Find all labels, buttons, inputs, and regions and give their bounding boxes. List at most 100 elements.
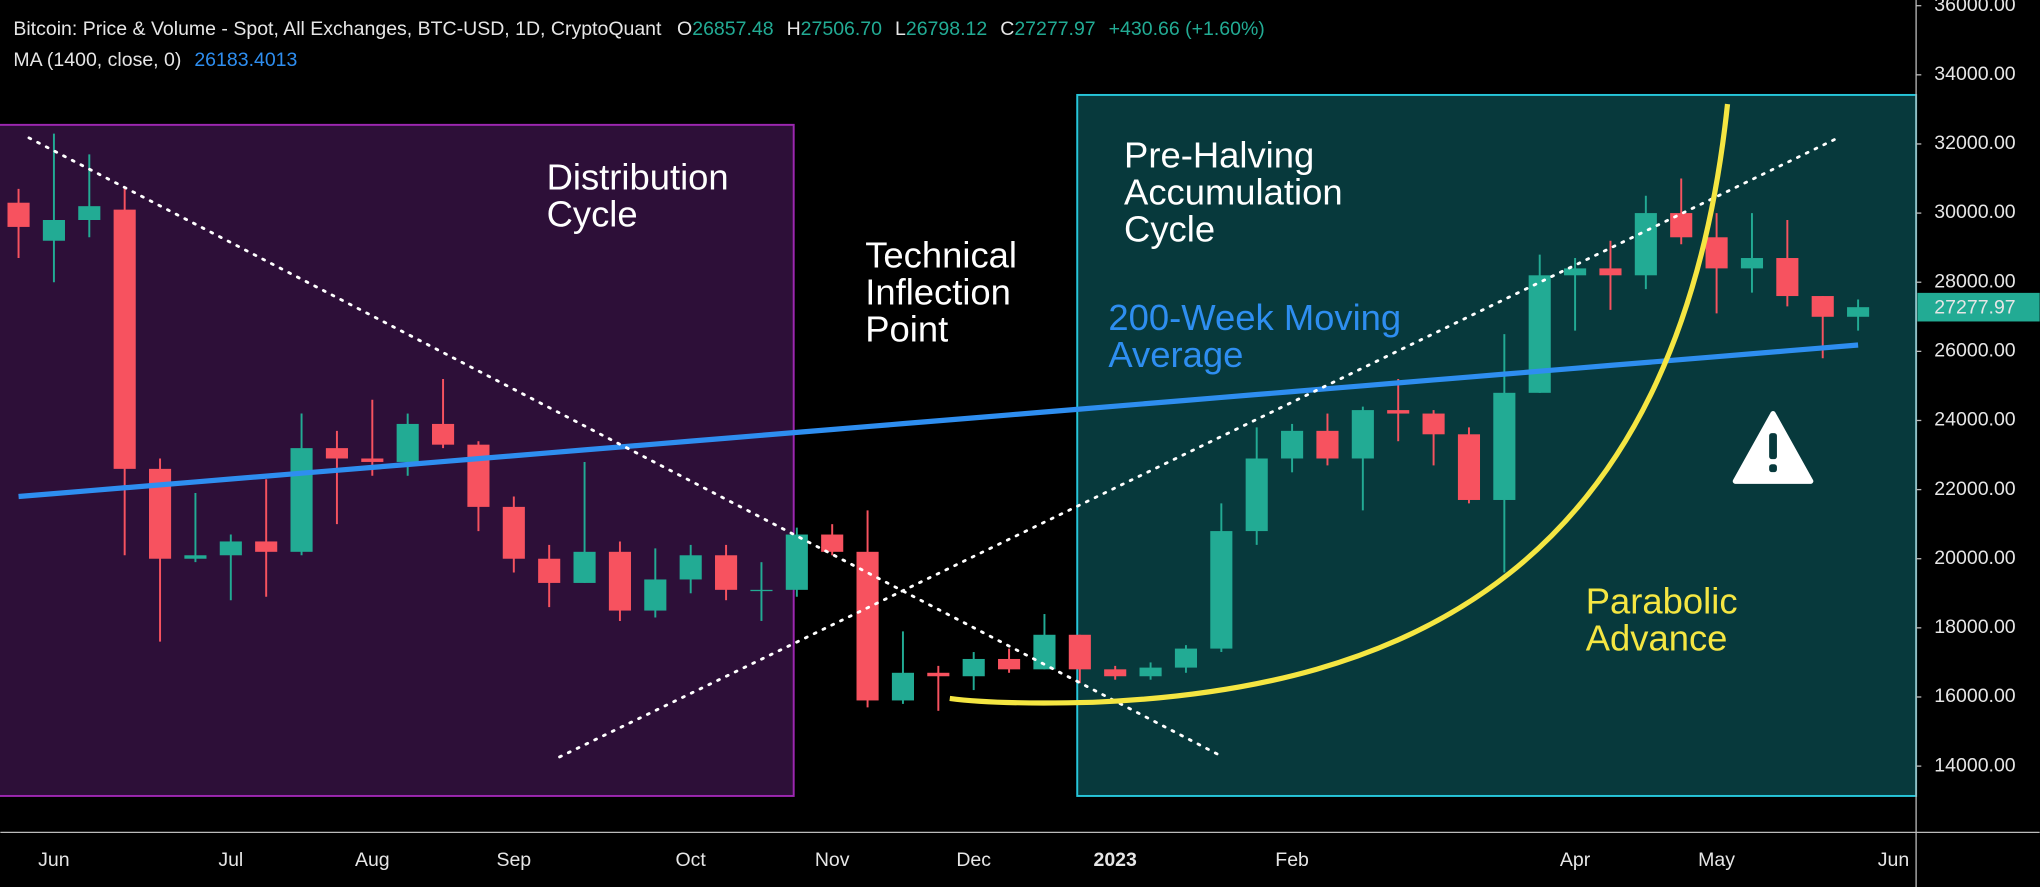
candle-body bbox=[255, 541, 278, 552]
annotation-line: 200-Week Moving bbox=[1108, 297, 1401, 338]
y-tick-label: 30000.00 bbox=[1934, 201, 2015, 223]
candle-body bbox=[1316, 430, 1339, 459]
ma-line bbox=[18, 342, 1859, 500]
warning-dot bbox=[1769, 464, 1777, 473]
annotation-line: Pre-Halving bbox=[1124, 134, 1314, 175]
annotation-line: Technical bbox=[865, 234, 1017, 275]
x-tick-label: Feb bbox=[1275, 849, 1309, 871]
candle-body bbox=[1281, 430, 1304, 459]
y-tick-label: 28000.00 bbox=[1934, 270, 2015, 292]
header-line: Bitcoin: Price & Volume - Spot, All Exch… bbox=[13, 18, 1264, 40]
ohlc-value: 27277.97 bbox=[1014, 18, 1095, 40]
y-tick-label: 18000.00 bbox=[1934, 616, 2015, 638]
price-tag: 27277.97 bbox=[1917, 292, 2040, 322]
candle-body bbox=[290, 448, 313, 552]
candle-body bbox=[608, 551, 631, 611]
annotation-line: Advance bbox=[1586, 617, 1728, 658]
candle-body bbox=[1351, 410, 1374, 459]
candle-body bbox=[785, 534, 808, 590]
ohlc-label: L bbox=[895, 18, 906, 40]
candle-body bbox=[502, 506, 525, 559]
x-tick-label: Jun bbox=[38, 849, 69, 871]
annotation-line: Parabolic bbox=[1586, 580, 1738, 621]
candle-body bbox=[219, 541, 242, 556]
annotation: Parabolic Advance bbox=[1586, 580, 1738, 658]
candle-body bbox=[1740, 258, 1764, 269]
annotation: 200-Week Moving Average bbox=[1108, 297, 1401, 375]
x-tick-label: Apr bbox=[1560, 849, 1591, 871]
candle-body bbox=[148, 468, 172, 559]
candle-body bbox=[1634, 213, 1657, 276]
annotation: Technical Inflection Point bbox=[865, 234, 1017, 349]
ohlc-label: O bbox=[677, 18, 692, 40]
candle-body bbox=[927, 672, 950, 677]
ohlc-value: 27506.70 bbox=[801, 18, 882, 40]
annotation-line: Inflection bbox=[865, 271, 1011, 312]
ohlc-value: 26857.48 bbox=[692, 18, 773, 40]
candle-body bbox=[184, 555, 207, 559]
candle-body bbox=[42, 220, 65, 241]
candle-body bbox=[396, 423, 419, 462]
candle-body bbox=[679, 555, 702, 580]
annotation-line: Average bbox=[1108, 334, 1243, 375]
y-tick-label: 26000.00 bbox=[1934, 340, 2015, 362]
candle-body bbox=[1670, 213, 1693, 238]
annotation-line: Cycle bbox=[547, 193, 638, 234]
axes: 14000.00 16000.00 18000.00 20000.00 22000.00… bbox=[38, 0, 2040, 871]
candle-body bbox=[78, 206, 101, 221]
candle-body bbox=[1139, 667, 1162, 677]
y-tick-label: 14000.00 bbox=[1934, 754, 2015, 776]
candle-body bbox=[1528, 275, 1551, 393]
candle-body bbox=[7, 202, 30, 227]
y-tick-label: 24000.00 bbox=[1934, 409, 2015, 431]
plot bbox=[7, 133, 1870, 711]
ohlc-value: 26798.12 bbox=[906, 18, 987, 40]
annotation: Pre-Halving Accumulation Cycle bbox=[1124, 134, 1343, 249]
downtrend-line bbox=[27, 136, 1225, 759]
ma-value: 26183.4013 bbox=[194, 49, 297, 71]
ma-name: MA (1400, close, 0) bbox=[13, 49, 181, 71]
candle-body bbox=[432, 423, 455, 445]
parabolic-curve bbox=[949, 103, 1731, 706]
y-tick-label: 22000.00 bbox=[1934, 478, 2015, 500]
candle-body bbox=[1245, 458, 1268, 532]
candle-body bbox=[573, 551, 596, 583]
ohlc-label: C bbox=[1000, 18, 1014, 40]
candle-body bbox=[821, 534, 844, 552]
y-tick-label: 16000.00 bbox=[1934, 685, 2015, 707]
annotation: Distribution Cycle bbox=[547, 156, 729, 234]
x-tick-label: May bbox=[1698, 849, 1735, 871]
chart-title: Bitcoin: Price & Volume - Spot, All Exch… bbox=[13, 18, 662, 40]
x-tick-label: Sep bbox=[496, 849, 531, 871]
candle-body bbox=[113, 209, 136, 469]
candle-body bbox=[1776, 258, 1799, 297]
y-tick-label: 32000.00 bbox=[1934, 132, 2015, 154]
candle-body bbox=[1387, 410, 1410, 414]
x-tick-label: Aug bbox=[355, 849, 390, 871]
uptrend-line bbox=[558, 135, 1843, 759]
candle-body bbox=[715, 555, 738, 590]
candle-body bbox=[644, 579, 667, 611]
x-tick-label: Jun bbox=[1878, 849, 1909, 871]
candle-body bbox=[891, 672, 915, 701]
candle-body bbox=[962, 658, 985, 677]
candle-body bbox=[1422, 413, 1445, 435]
candle-body bbox=[998, 658, 1021, 670]
y-tick-label: 20000.00 bbox=[1934, 547, 2015, 569]
candle-body bbox=[361, 458, 384, 462]
candle-body bbox=[325, 448, 348, 459]
candle-body bbox=[1564, 268, 1587, 276]
annotation-line: Cycle bbox=[1124, 208, 1215, 249]
annotation-line: Accumulation bbox=[1124, 171, 1343, 212]
candle-body bbox=[1457, 434, 1481, 500]
price-tag-box bbox=[1917, 292, 2040, 322]
x-tick-label: 2023 bbox=[1094, 849, 1138, 871]
candle-body bbox=[856, 551, 879, 701]
candle-body bbox=[1068, 634, 1091, 670]
x-tick-label: Nov bbox=[815, 849, 850, 871]
annotation-line: Point bbox=[865, 308, 948, 349]
candle-body bbox=[1104, 669, 1127, 677]
warning-mark bbox=[1769, 433, 1777, 460]
